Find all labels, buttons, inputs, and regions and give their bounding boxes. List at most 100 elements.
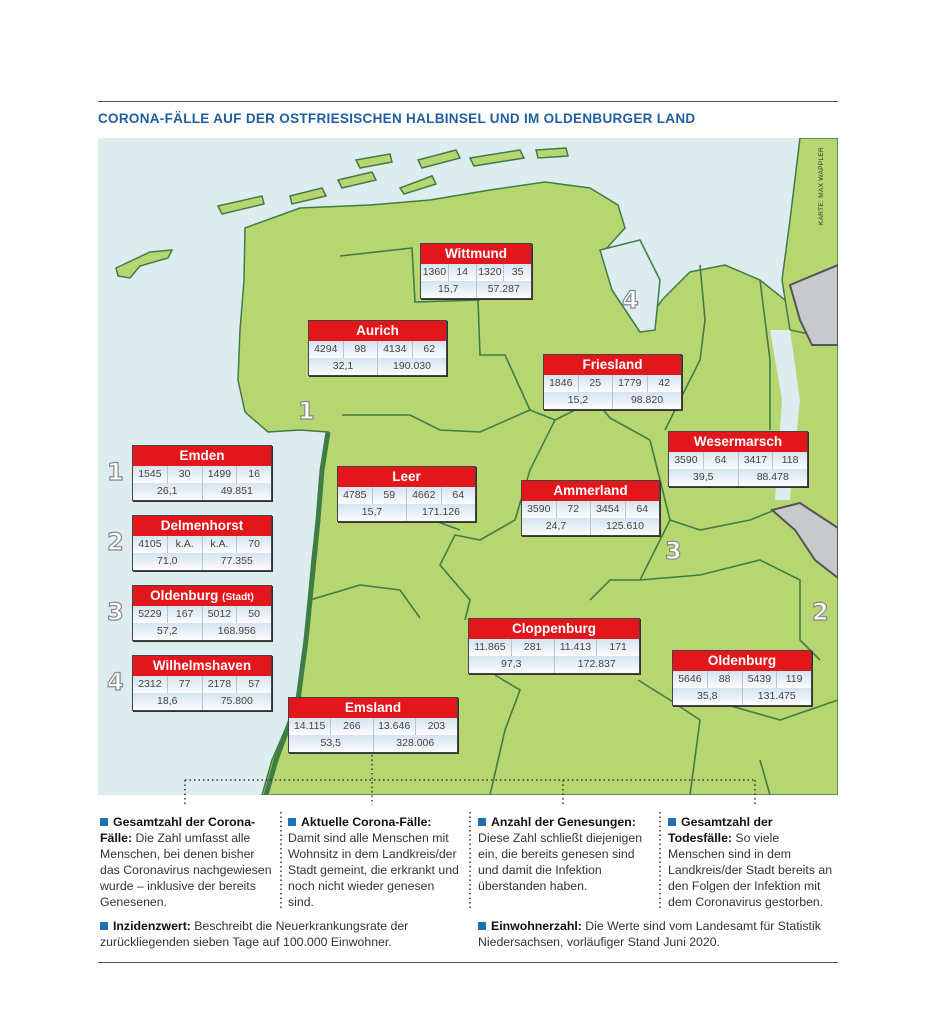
legend-square-icon <box>668 818 676 826</box>
stats-row: 71,0 77.355 <box>133 553 271 570</box>
active-cases: 167 <box>168 606 203 623</box>
active-cases: 14 <box>449 264 477 281</box>
population: 328.006 <box>396 737 435 749</box>
population: 190.030 <box>393 360 431 372</box>
marker-number: 1 <box>106 457 124 486</box>
total-cases: 1360 <box>421 264 449 281</box>
stats-row: 57,2 168.956 <box>133 623 271 640</box>
region-name: Wilhelmshaven <box>133 656 271 676</box>
population: 172.837 <box>577 658 616 670</box>
legend-square-icon <box>100 922 108 930</box>
total-cases: 2312 <box>133 676 168 693</box>
legend-square-icon <box>288 818 296 826</box>
counts-row: 11.865 281 11.413 171 <box>469 639 639 656</box>
stats-row: 24,7 125.610 <box>522 518 659 535</box>
counts-row: 3590 72 3454 64 <box>522 501 659 518</box>
incidence: 35,8 <box>673 688 743 705</box>
total-cases: 14.115 <box>289 718 332 735</box>
population: 57.287 <box>487 283 520 295</box>
region-box: Cloppenburg 11.865 281 11.413 171 97,3 172.83… <box>468 618 640 674</box>
stats-row: 53,5 328.006 <box>289 735 457 752</box>
counts-row: 5646 88 5439 119 <box>673 671 811 688</box>
deaths: 203 <box>427 720 446 732</box>
stats-row: 26,1 49.851 <box>133 483 271 500</box>
counts-row: 1545 30 1499 16 <box>133 466 271 483</box>
recoveries: 11.413 <box>555 639 598 656</box>
counts-row: 4294 98 4134 62 <box>309 341 446 358</box>
region-box: Wesermarsch 3590 64 3417 118 39,5 88.478 <box>668 431 808 487</box>
region-name: Wittmund <box>421 244 531 264</box>
active-cases: 88 <box>708 671 743 688</box>
active-cases: 98 <box>344 341 378 358</box>
stats-row: 97,3 172.837 <box>469 656 639 673</box>
population: 168.956 <box>217 625 256 637</box>
incidence: 18,6 <box>133 693 203 710</box>
counts-row: 14.115 266 13.646 203 <box>289 718 457 735</box>
recoveries: 3454 <box>591 501 626 518</box>
total-cases: 1545 <box>133 466 168 483</box>
active-cases: k.A. <box>168 536 203 553</box>
counts-row: 2312 77 2178 57 <box>133 676 271 693</box>
legend-square-icon <box>478 818 486 826</box>
region-box: Emsland 14.115 266 13.646 203 53,5 328.006 <box>288 697 458 753</box>
islands <box>115 147 569 279</box>
bremerhaven <box>788 263 838 346</box>
incidence: 57,2 <box>133 623 203 640</box>
marker-number: 1 <box>297 396 315 425</box>
deaths: 50 <box>248 608 260 620</box>
total-cases: 5229 <box>133 606 168 623</box>
counts-row: 1846 25 1779 42 <box>544 375 681 392</box>
incidence: 97,3 <box>469 656 555 673</box>
population: 77.355 <box>220 555 253 567</box>
counts-row: 4105 k.A. k.A. 70 <box>133 536 271 553</box>
stats-row: 15,2 98.820 <box>544 392 681 409</box>
region-box: Oldenburg 5646 88 5439 119 35,8 131.475 <box>672 650 812 706</box>
page-title: CORONA-FÄLLE AUF DER OSTFRIESISCHEN HALB… <box>98 111 696 126</box>
deaths: 16 <box>248 468 260 480</box>
district-borders <box>309 247 838 795</box>
region-name: Wesermarsch <box>669 432 807 452</box>
region-box: Oldenburg (Stadt) 5229 167 5012 50 57,2 168.95… <box>132 585 272 641</box>
incidence: 32,1 <box>309 358 378 375</box>
population: 125.610 <box>606 520 644 532</box>
map-credit: KARTE: MAX WAPPLER <box>818 147 825 226</box>
incidence: 39,5 <box>669 469 739 486</box>
incidence: 26,1 <box>133 483 203 500</box>
region-name: Emsland <box>289 698 457 718</box>
stats-row: 39,5 88.478 <box>669 469 807 486</box>
recoveries: 5012 <box>203 606 238 623</box>
incidence: 53,5 <box>289 735 374 752</box>
total-cases: 11.865 <box>469 639 512 656</box>
active-cases: 64 <box>704 452 739 469</box>
active-cases: 266 <box>331 718 374 735</box>
recoveries: 13.646 <box>374 718 416 735</box>
total-cases: 4785 <box>338 487 373 504</box>
deaths: 35 <box>511 266 524 278</box>
deaths: 57 <box>248 678 260 690</box>
region-box: Emden 1545 30 1499 16 26,1 49.851 <box>132 445 272 501</box>
top-rule <box>98 101 838 102</box>
marker-number: 3 <box>664 536 682 565</box>
total-cases: 3590 <box>669 452 704 469</box>
marker-number: 4 <box>621 285 639 314</box>
bremen <box>769 501 838 580</box>
bottom-rule <box>98 962 838 963</box>
recoveries: 4662 <box>407 487 442 504</box>
deaths: 171 <box>609 641 627 653</box>
total-cases: 4105 <box>133 536 168 553</box>
legend-recoveries: Anzahl der Genesungen: Diese Zahl schlie… <box>478 815 643 893</box>
stats-row: 15,7 57.287 <box>421 281 531 298</box>
active-cases: 30 <box>168 466 203 483</box>
marker-number: 2 <box>106 527 124 556</box>
coastline <box>263 431 331 795</box>
deaths: 42 <box>658 377 671 389</box>
population: 49.851 <box>220 485 253 497</box>
active-cases: 25 <box>579 375 613 392</box>
region-name: Oldenburg (Stadt) <box>133 586 271 606</box>
incidence: 15,7 <box>338 504 407 521</box>
total-cases: 4294 <box>309 341 344 358</box>
active-cases: 72 <box>557 501 591 518</box>
region-box: Wilhelmshaven 2312 77 2178 57 18,6 75.800 <box>132 655 272 711</box>
legend-square-icon <box>478 922 486 930</box>
region-name: Leer <box>338 467 475 487</box>
